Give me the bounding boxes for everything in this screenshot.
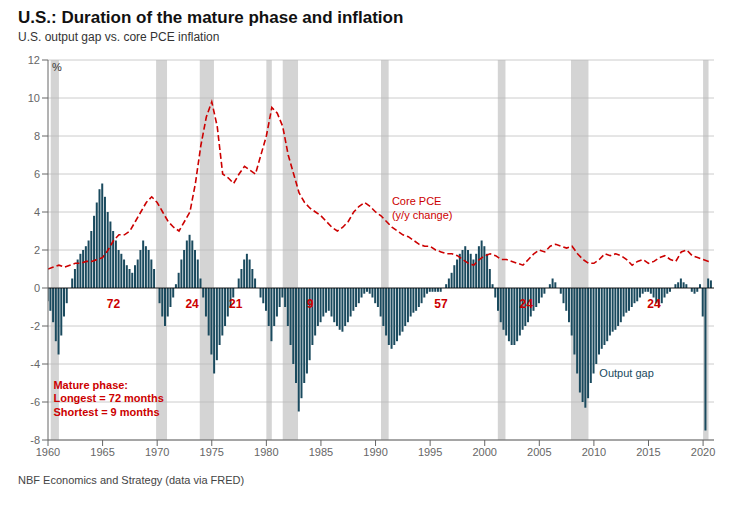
- svg-text:Mature phase:Longest = 72 mont: Mature phase:Longest = 72 monthsShortest…: [53, 379, 163, 417]
- svg-text:9: 9: [307, 297, 314, 311]
- svg-text:-6: -6: [30, 396, 40, 408]
- svg-text:1995: 1995: [418, 446, 442, 458]
- svg-text:1980: 1980: [254, 446, 278, 458]
- svg-text:24: 24: [185, 297, 199, 311]
- svg-text:-8: -8: [30, 434, 40, 446]
- svg-text:0: 0: [34, 282, 40, 294]
- svg-text:2010: 2010: [582, 446, 606, 458]
- html-text:NBF Economics and Strategy (da: NBF Economics and Strategy (data via FRE…: [18, 474, 245, 486]
- svg-text:2: 2: [34, 244, 40, 256]
- svg-text:4: 4: [34, 206, 40, 218]
- html-text:U.S.: Duration of the mature p: U.S.: Duration of the mature phase and i…: [18, 8, 404, 27]
- svg-text:1975: 1975: [200, 446, 224, 458]
- svg-text:21: 21: [229, 297, 243, 311]
- svg-text:Output gap: Output gap: [599, 367, 653, 379]
- svg-text:-2: -2: [30, 320, 40, 332]
- svg-text:24: 24: [647, 297, 661, 311]
- svg-text:2020: 2020: [691, 446, 715, 458]
- svg-text:1990: 1990: [363, 446, 387, 458]
- svg-text:1965: 1965: [90, 446, 114, 458]
- html-text:U.S. output gap vs. core PCE i: U.S. output gap vs. core PCE inflation: [18, 30, 220, 44]
- svg-text:12: 12: [28, 54, 40, 66]
- svg-text:2005: 2005: [527, 446, 551, 458]
- svg-text:2000: 2000: [472, 446, 496, 458]
- svg-text:8: 8: [34, 130, 40, 142]
- svg-text:24: 24: [520, 297, 534, 311]
- svg-text:2015: 2015: [636, 446, 660, 458]
- svg-text:%: %: [52, 61, 62, 73]
- svg-text:72: 72: [107, 297, 121, 311]
- svg-text:57: 57: [434, 297, 448, 311]
- svg-text:1960: 1960: [36, 446, 60, 458]
- svg-text:1970: 1970: [145, 446, 169, 458]
- svg-text:Core PCE(y/y change): Core PCE(y/y change): [392, 195, 453, 220]
- svg-text:6: 6: [34, 168, 40, 180]
- svg-text:-4: -4: [30, 358, 40, 370]
- svg-text:10: 10: [28, 92, 40, 104]
- svg-text:1985: 1985: [309, 446, 333, 458]
